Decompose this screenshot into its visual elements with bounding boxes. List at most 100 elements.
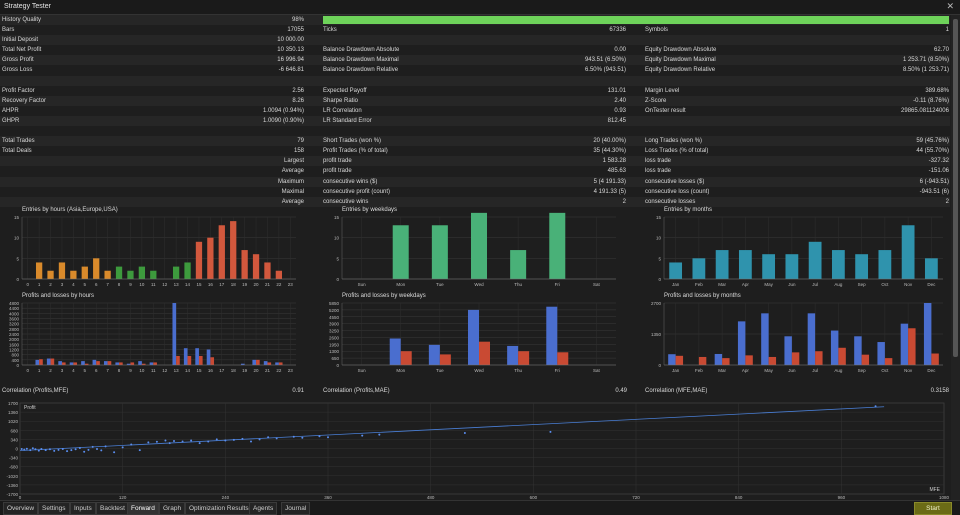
y-tick-label: -1020 <box>6 474 18 479</box>
entries-bar <box>138 266 146 279</box>
tab-agents[interactable]: Agents <box>249 502 278 515</box>
scatter-point <box>20 448 23 451</box>
x-tick-label: 3 <box>61 282 64 287</box>
entries-bar <box>855 254 869 279</box>
tab-overview[interactable]: Overview <box>3 502 39 515</box>
x-tick-label: 4 <box>72 368 75 373</box>
tab-journal[interactable]: Journal <box>281 502 311 515</box>
loss-bar <box>908 328 916 365</box>
close-icon[interactable]: ✕ <box>946 1 954 11</box>
correlation-profits-mae: Correlation (Profits,MAE) 0.49 <box>323 386 627 396</box>
stat-label: Expected Payoff <box>323 87 367 94</box>
scatter-point <box>96 448 98 451</box>
loss-bar <box>675 355 684 365</box>
loss-bar <box>39 359 43 365</box>
y-tick-label: 15 <box>656 215 662 220</box>
stat-label: consecutive wins <box>323 198 369 205</box>
entries-bar <box>431 225 448 279</box>
tab-settings[interactable]: Settings <box>38 502 70 515</box>
loss-bar <box>838 347 846 365</box>
stat-label: Average <box>281 198 304 205</box>
profit-bar <box>737 321 746 365</box>
y-tick-label: 5 <box>658 256 661 261</box>
y-tick-label: 1700 <box>8 401 19 406</box>
loss-bar <box>791 352 800 365</box>
tab-graph[interactable]: Graph <box>159 502 186 515</box>
scatter-point <box>104 445 107 448</box>
stat-label: Sharpe Ratio <box>323 97 359 104</box>
chart-entries-hours: Entries by hours (Asia,Europe,USA) 0 5 10 1… <box>0 207 300 292</box>
tab-optimization-results[interactable]: Optimization Results <box>185 502 253 515</box>
y-tick-label: 5850 <box>329 301 340 306</box>
bottom-tab-bar: Start Overview Settings Inputs Backtest Forw… <box>0 500 960 515</box>
x-tick-label: 17 <box>219 368 225 373</box>
vertical-scrollbar[interactable] <box>951 15 960 500</box>
profit-bar <box>172 303 177 365</box>
history-quality-row: History Quality 98% <box>0 15 950 26</box>
x-tick-label: 12 <box>162 368 168 373</box>
profit-bar <box>103 361 108 365</box>
stat-value: 1 253.71 (8.50%) <box>902 57 949 64</box>
x-tick-label: Nov <box>904 282 913 287</box>
scatter-point <box>173 440 175 443</box>
loss-bar <box>107 361 112 365</box>
y-tick-label: 1020 <box>8 419 19 424</box>
start-button[interactable]: Start <box>914 502 952 515</box>
entries-bar <box>230 221 237 279</box>
scatter-point <box>224 439 227 442</box>
correlation-mfe-mae: Correlation (MFE,MAE) 0.3158 <box>645 386 949 396</box>
y-tick-label: 5200 <box>329 308 340 313</box>
x-tick-label: 14 <box>185 368 191 373</box>
y-tick-label: 340 <box>10 437 18 442</box>
scatter-point <box>190 439 193 442</box>
stat-row: Initial Deposit 10 000.00 <box>0 35 950 46</box>
entries-bar <box>241 250 248 279</box>
x-tick-label: 0 <box>26 368 29 373</box>
profit-bar <box>115 362 120 365</box>
stat-label: Long Trades (won %) <box>645 138 703 145</box>
stat-label: consecutive losses <box>645 198 696 205</box>
entries-bar <box>831 250 845 279</box>
x-tick-label: 6 <box>95 282 98 287</box>
scatter-point <box>164 439 167 442</box>
x-tick-label: 12 <box>162 282 168 287</box>
scatter-point <box>378 433 381 436</box>
scatter-point <box>29 449 32 452</box>
y-tick-label: 1300 <box>329 349 340 354</box>
entries-bar <box>471 212 487 279</box>
x-tick-label: 15 <box>196 282 202 287</box>
stat-value: 79 <box>297 138 304 145</box>
y-tick-label: 2400 <box>9 332 20 337</box>
x-tick-label: 5 <box>84 282 87 287</box>
y-tick-label: 3900 <box>329 322 340 327</box>
stat-label: OnTester result <box>645 107 686 114</box>
profit-bar <box>92 359 97 365</box>
scatter-point <box>44 449 47 452</box>
tab-backtest[interactable]: Backtest <box>96 502 129 515</box>
x-tick-label: 16 <box>208 368 214 373</box>
stat-value: 6.50% (943.51) <box>584 67 626 74</box>
tab-inputs[interactable]: Inputs <box>70 502 96 515</box>
stat-value: 35 (44.30%) <box>593 148 626 155</box>
y-tick-label: 2600 <box>329 335 340 340</box>
scatter-point <box>463 431 466 434</box>
stat-value: 1.0094 (0.94%) <box>262 107 304 114</box>
scatter-point <box>301 436 304 439</box>
entries-bar <box>218 225 225 279</box>
stat-row: Bars 17055 Ticks 67336 Symbols 1 <box>0 25 950 35</box>
stat-row: Gross Loss -6 646.81 Balance Drawdown Rela… <box>0 65 950 75</box>
loss-bar <box>479 341 490 365</box>
stat-value: 812.45 <box>607 117 626 124</box>
x-tick-label: 20 <box>254 282 260 287</box>
entries-bar <box>47 270 54 279</box>
y-tick-label: 400 <box>11 358 19 363</box>
chart-svg: 0400800120016002000240028003200360040004… <box>9 301 296 373</box>
stat-label: LR Correlation <box>323 107 362 114</box>
scrollbar-thumb[interactable] <box>953 19 958 357</box>
entries-bar <box>808 241 822 279</box>
tab-forward[interactable]: Forward <box>127 502 159 515</box>
stat-value: 16 996.94 <box>277 57 304 64</box>
x-tick-label: Dec <box>927 282 936 287</box>
x-tick-label: Sat <box>593 368 601 373</box>
correlation-value: 0.49 <box>615 388 627 394</box>
